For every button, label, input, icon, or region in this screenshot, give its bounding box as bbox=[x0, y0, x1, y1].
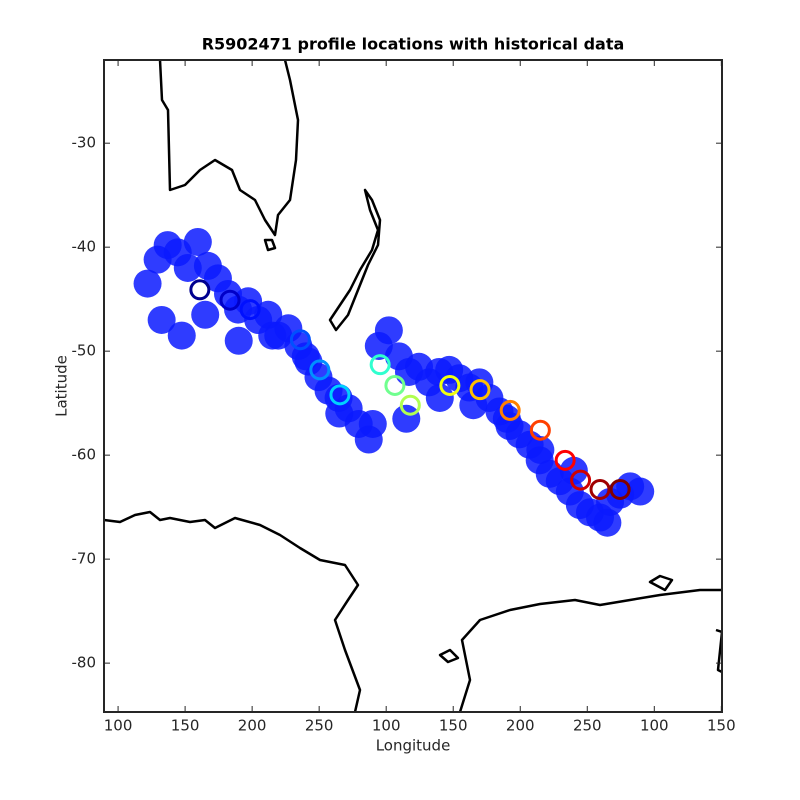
profile-point bbox=[570, 469, 592, 491]
x-tick-label: 150 bbox=[707, 717, 736, 735]
historical-point bbox=[392, 404, 421, 433]
profile-point bbox=[384, 374, 406, 396]
profile-point bbox=[589, 478, 611, 500]
profile-point bbox=[499, 399, 521, 421]
historical-point bbox=[147, 305, 176, 334]
profile-point bbox=[529, 419, 551, 441]
x-axis-label: Longitude bbox=[376, 737, 451, 755]
y-tick-label: -30 bbox=[72, 134, 97, 152]
profile-point bbox=[289, 329, 311, 351]
y-tick-label: -80 bbox=[72, 654, 97, 672]
coastline bbox=[104, 510, 362, 712]
historical-point bbox=[358, 409, 387, 438]
profile-point bbox=[439, 374, 461, 396]
x-tick-label: 250 bbox=[573, 717, 602, 735]
historical-point bbox=[191, 300, 220, 329]
x-tick-label: 150 bbox=[439, 717, 468, 735]
coastline bbox=[458, 588, 722, 712]
profile-point bbox=[329, 384, 351, 406]
historical-point bbox=[626, 477, 655, 506]
profile-point bbox=[554, 449, 576, 471]
historical-point bbox=[258, 321, 287, 350]
profile-point bbox=[189, 279, 211, 301]
profile-point bbox=[369, 354, 391, 376]
profile-point bbox=[309, 359, 331, 381]
coastline bbox=[263, 238, 277, 252]
y-tick-label: -50 bbox=[72, 342, 97, 360]
coastline bbox=[328, 188, 382, 332]
x-tick-label: 100 bbox=[104, 717, 133, 735]
y-tick-label: -60 bbox=[72, 446, 97, 464]
historical-point bbox=[224, 326, 253, 355]
x-tick-label: 200 bbox=[238, 717, 267, 735]
profile-point bbox=[399, 394, 421, 416]
historical-point bbox=[526, 435, 555, 464]
profile-point bbox=[609, 478, 631, 500]
coastline bbox=[438, 648, 460, 664]
historical-point bbox=[183, 227, 212, 256]
historical-point bbox=[254, 300, 283, 329]
y-tick-label: -70 bbox=[72, 550, 97, 568]
historical-point bbox=[593, 508, 622, 537]
x-tick-label: 200 bbox=[506, 717, 535, 735]
plot-frame bbox=[103, 59, 723, 713]
historical-point bbox=[559, 456, 588, 485]
historical-point bbox=[425, 383, 454, 412]
x-tick-label: 100 bbox=[640, 717, 669, 735]
coastline bbox=[158, 60, 300, 237]
historical-point bbox=[173, 253, 202, 282]
historical-point bbox=[374, 316, 403, 345]
profile-point bbox=[239, 299, 261, 321]
historical-point bbox=[325, 399, 354, 428]
x-tick-label: 250 bbox=[305, 717, 334, 735]
coastline bbox=[715, 628, 722, 674]
marks bbox=[133, 227, 655, 537]
profile-point bbox=[469, 379, 491, 401]
coastline bbox=[648, 574, 674, 592]
x-tick-label: 100 bbox=[372, 717, 401, 735]
chart-title: R5902471 profile locations with historic… bbox=[202, 35, 625, 54]
profile-point bbox=[219, 289, 241, 311]
coastlines bbox=[104, 60, 722, 712]
historical-point bbox=[133, 269, 162, 298]
x-tick-label: 150 bbox=[171, 717, 200, 735]
historical-point bbox=[167, 321, 196, 350]
y-axis-label: Latitude bbox=[53, 355, 71, 417]
y-tick-label: -40 bbox=[72, 238, 97, 256]
